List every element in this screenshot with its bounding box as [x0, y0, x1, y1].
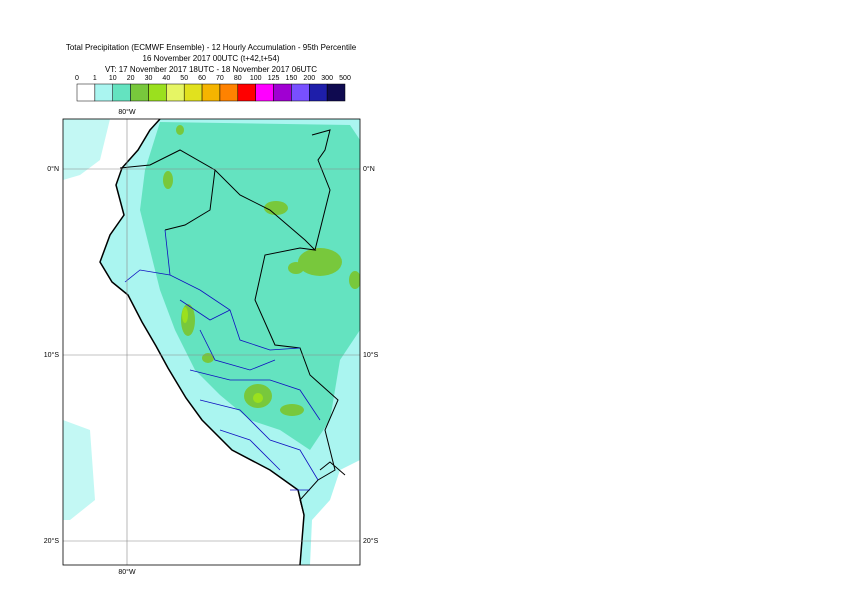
field-30 — [182, 307, 263, 403]
legend-swatch — [326, 83, 346, 102]
lon-label: 80°W — [118, 568, 136, 576]
coastline — [99, 119, 305, 565]
legend-label: 10 — [109, 75, 117, 82]
legend: 0 1 10 20 30 40 50 60 70 80 100 125 150 200 300 500 — [75, 75, 351, 102]
legend-label: 80 — [234, 75, 242, 82]
map-frame — [62, 118, 361, 566]
lat-label: 10°S — [44, 351, 60, 359]
legend-label: 20 — [127, 75, 135, 82]
legend-swatch — [255, 83, 274, 102]
lat-label: 0°N — [47, 165, 59, 173]
legend-label: 1 — [93, 75, 97, 82]
legend-label: 30 — [145, 75, 153, 82]
legend-swatch — [94, 83, 113, 102]
legend-label: 70 — [216, 75, 224, 82]
lon-label: 80°W — [118, 108, 136, 116]
lat-label: 20°S — [363, 537, 379, 545]
valid-time: VT: 17 November 2017 18UTC - 18 November… — [105, 65, 317, 74]
legend-swatch — [201, 83, 221, 102]
legend-label: 150 — [286, 75, 298, 82]
field-10 — [140, 122, 360, 450]
legend-swatch — [76, 83, 96, 102]
legend-swatch — [112, 83, 131, 102]
ocean-field — [63, 119, 110, 520]
legend-label: 200 — [303, 75, 315, 82]
base-time: 16 November 2017 00UTC (t+42,t+54) — [143, 54, 280, 63]
legend-label: 50 — [180, 75, 188, 82]
legend-swatch — [130, 83, 149, 102]
legend-swatch — [291, 83, 310, 102]
legend-label: 60 — [198, 75, 206, 82]
legend-label: 40 — [162, 75, 170, 82]
legend-swatch — [183, 83, 203, 102]
legend-label: 300 — [321, 75, 333, 82]
region-borders — [124, 229, 321, 491]
legend-swatch — [309, 83, 328, 102]
legend-label: 125 — [268, 75, 280, 82]
borders — [119, 129, 346, 516]
ocean — [63, 119, 304, 565]
legend-swatch — [273, 83, 292, 102]
legend-label: 100 — [250, 75, 262, 82]
lat-label: 20°S — [44, 537, 60, 545]
title: Total Precipitation (ECMWF Ensemble) - 1… — [66, 43, 357, 52]
legend-swatch — [148, 83, 167, 102]
map — [63, 119, 360, 565]
legend-label: 500 — [339, 75, 351, 82]
legend-swatch — [237, 83, 256, 102]
legend-swatch — [166, 83, 185, 102]
legend-swatch — [219, 83, 239, 102]
lat-label: 10°S — [363, 351, 379, 359]
lat-label: 0°N — [363, 165, 375, 173]
field-20 — [163, 125, 360, 416]
dry-area — [310, 460, 360, 565]
legend-label: 0 — [75, 75, 79, 82]
